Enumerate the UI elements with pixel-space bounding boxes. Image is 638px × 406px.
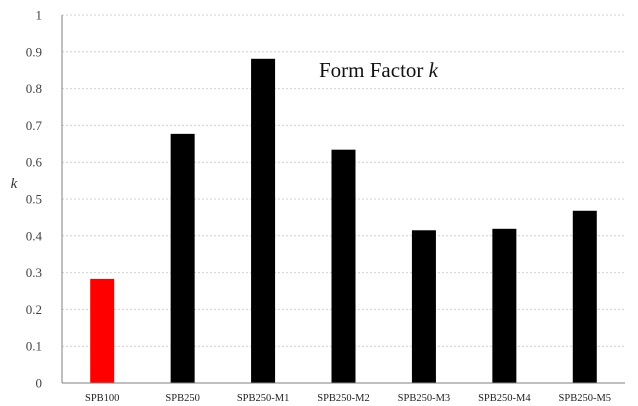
y-tick-label: 0.7: [26, 118, 43, 133]
chart-title: Form Factor k: [319, 58, 439, 82]
x-tick-label: SPB250-M5: [559, 393, 612, 404]
bar: [331, 149, 356, 383]
bar: [411, 230, 436, 383]
y-tick-label: 0.2: [26, 302, 42, 317]
x-tick-labels: SPB100 SPB250 SPB250-M1 SPB250-M2 SPB250-M3 S…: [85, 393, 611, 404]
y-tick-label: 0.3: [26, 265, 42, 280]
y-tick-label: 1: [36, 8, 43, 23]
bar: [572, 210, 597, 383]
bar: [251, 58, 276, 384]
bar: [492, 228, 517, 383]
y-tick-label: 0.5: [26, 192, 42, 207]
axes: [61, 15, 625, 384]
y-tick-label: 0: [36, 376, 43, 391]
x-tick-label: SPB250-M4: [478, 393, 531, 404]
bar: [170, 133, 195, 383]
y-tick-label: 0.1: [26, 339, 42, 354]
x-tick-label: SPB100: [85, 393, 119, 404]
x-tick-label: SPB250-M2: [317, 393, 370, 404]
bar: [90, 278, 115, 383]
y-axis-label: k: [11, 176, 18, 192]
chart-title-variable: k: [429, 58, 439, 82]
y-tick-label: 0.4: [26, 228, 43, 243]
bars: [90, 58, 597, 384]
y-tick-label: 0.6: [26, 155, 43, 170]
y-tick-label: 0.9: [26, 44, 42, 59]
chart-title-prefix: Form Factor: [319, 58, 429, 82]
x-tick-label: SPB250: [165, 393, 199, 404]
y-tick-label: 0.8: [26, 81, 42, 96]
y-tick-labels: 0 0.1 0.2 0.3 0.4 0.5 0.6 0.7 0.8 0.9 1: [26, 8, 43, 391]
x-tick-label: SPB250-M1: [237, 393, 290, 404]
x-tick-label: SPB250-M3: [398, 393, 451, 404]
